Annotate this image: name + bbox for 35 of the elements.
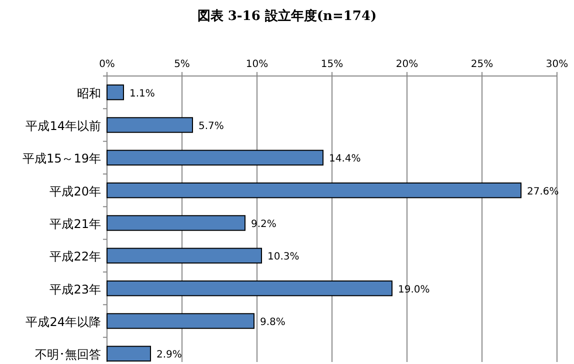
y-tick-label: 平成14年以前	[26, 119, 101, 133]
x-tick-label: 15%	[320, 59, 344, 70]
bar	[106, 215, 246, 231]
data-label: 5.7%	[198, 121, 224, 132]
data-label: 27.6%	[527, 186, 559, 198]
y-tick-label: 平成20年	[50, 184, 101, 198]
y-tick-label: 平成22年	[50, 250, 101, 264]
bar	[106, 248, 262, 264]
x-tick-label: 5%	[174, 59, 190, 70]
bar	[106, 117, 193, 133]
bar	[106, 346, 151, 362]
bar	[106, 280, 392, 296]
chart-title: 図表 3-16 設立年度(n=174)	[197, 8, 377, 24]
y-tick-label: 平成23年	[50, 282, 101, 296]
bar	[106, 313, 254, 329]
y-tick-label: 不明･無回答	[35, 348, 101, 362]
bar	[106, 84, 124, 100]
data-label: 9.2%	[251, 219, 276, 230]
data-label: 19.0%	[398, 284, 430, 296]
data-label: 9.8%	[260, 317, 286, 328]
bar	[106, 150, 324, 166]
y-tick-label: 平成24年以降	[26, 315, 101, 329]
x-tick-label: 10%	[246, 59, 268, 70]
y-tick-label: 昭和	[77, 86, 101, 100]
y-tick-label: 平成21年	[50, 217, 101, 231]
bar	[106, 182, 522, 198]
data-label: 14.4%	[329, 154, 361, 165]
data-label: 2.9%	[156, 350, 182, 361]
y-tick-label: 平成15～19年	[22, 152, 101, 166]
x-tick-label: 30%	[546, 59, 568, 70]
x-tick-label: 20%	[396, 59, 418, 70]
x-tick-label: 0%	[99, 59, 115, 70]
x-tick-label: 25%	[470, 59, 494, 70]
data-label: 1.1%	[130, 88, 155, 100]
data-label: 10.3%	[268, 252, 300, 263]
